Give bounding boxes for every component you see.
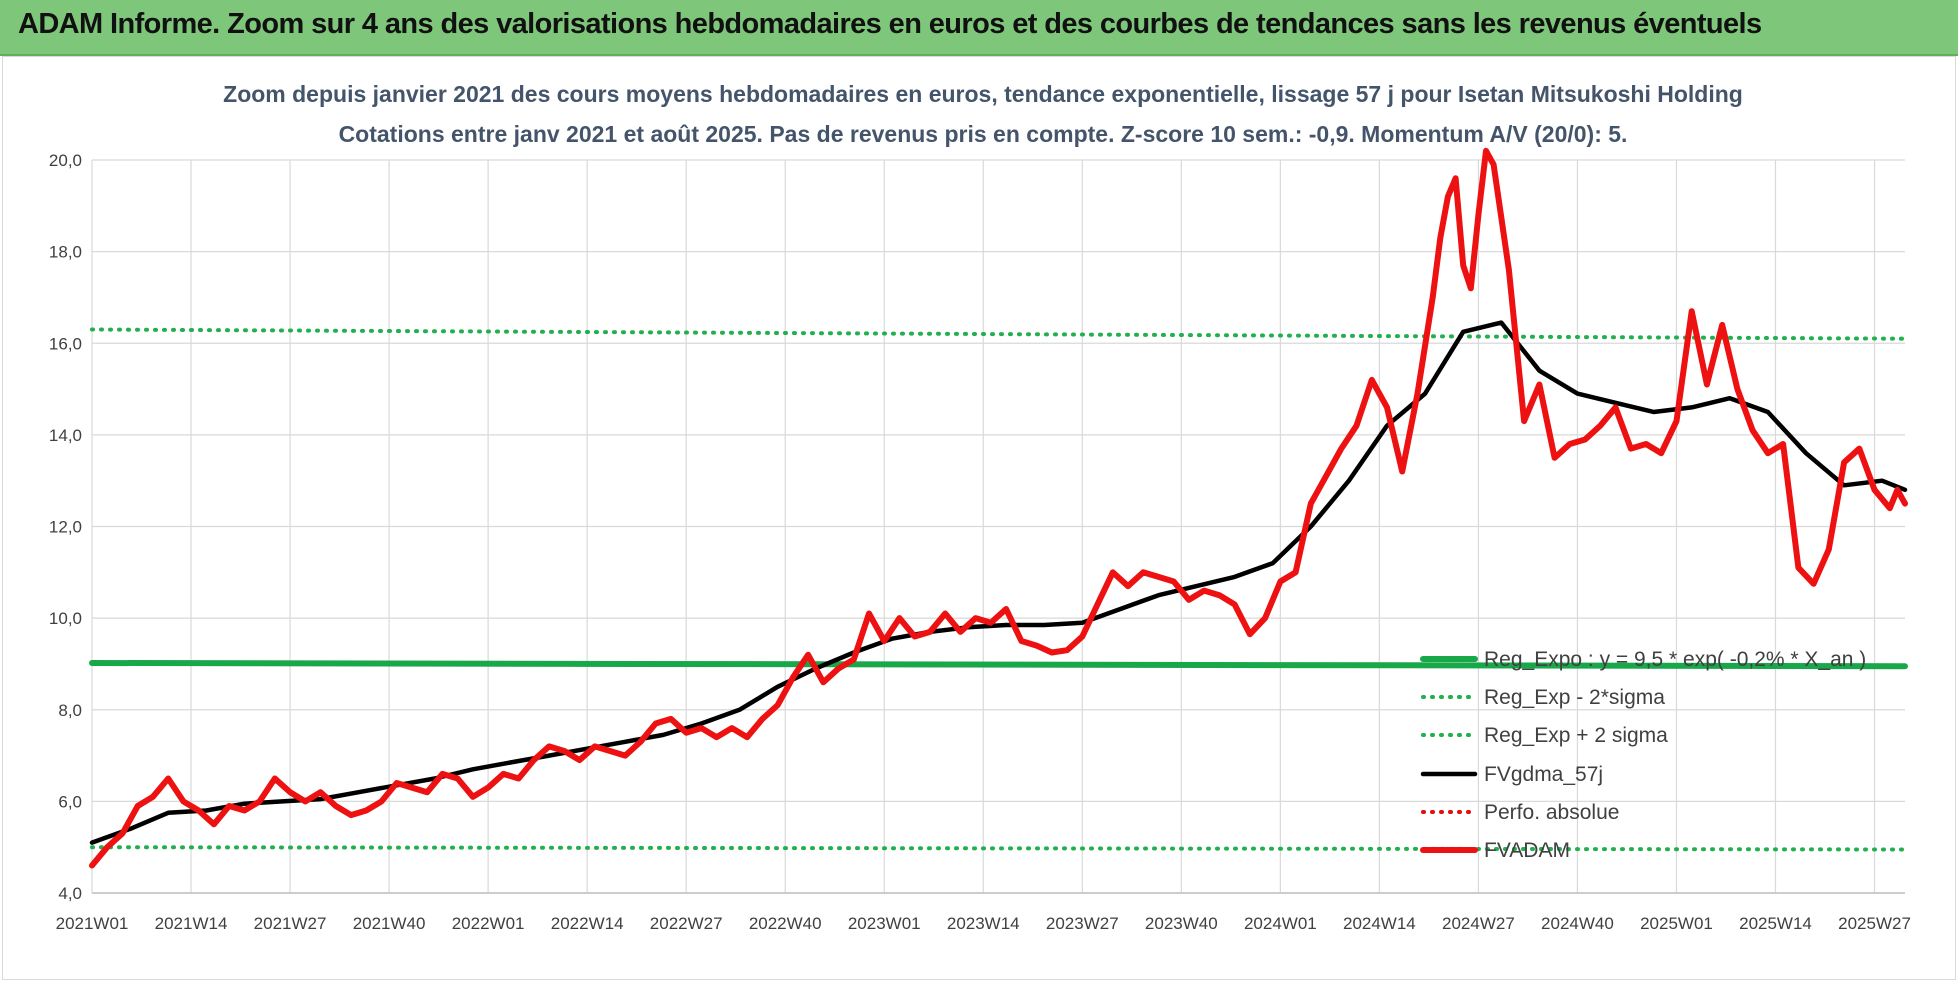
chart-subtitle: Cotations entre janv 2021 et août 2025. … (339, 121, 1628, 147)
y-tick-label: 12,0 (49, 518, 82, 537)
y-tick-label: 16,0 (49, 334, 82, 353)
series-line-2 (90, 845, 1907, 852)
x-tick-label: 2025W27 (1838, 914, 1911, 933)
series-line-1 (89, 660, 1908, 670)
y-axis-ticks: 4,0 6,0 8,0 10,0 12,0 14,0 16,0 18,0 20,0 (49, 151, 82, 903)
report-banner: ADAM Informe. Zoom sur 4 ans des valoris… (0, 0, 1958, 56)
series-line-4 (89, 320, 1908, 845)
x-tick-label: 2023W27 (1046, 914, 1119, 933)
series-line-3 (90, 327, 1907, 341)
legend-label: Reg_Exp - 2*sigma (1484, 686, 1665, 709)
y-tick-label: 20,0 (49, 151, 82, 170)
x-tick-label: 2022W27 (650, 914, 723, 933)
y-tick-label: 4,0 (58, 884, 82, 903)
chart-frame (2, 56, 1956, 980)
x-tick-label: 2023W01 (848, 914, 921, 933)
y-tick-label: 10,0 (49, 609, 82, 628)
legend-label: FVgdma_57j (1484, 763, 1603, 786)
series-line-6 (89, 147, 1908, 869)
y-tick-label: 8,0 (58, 701, 82, 720)
x-tick-label: 2021W27 (254, 914, 327, 933)
legend-label: FVADAM (1484, 839, 1570, 862)
x-axis-ticks: 2021W01 2021W14 2021W27 2021W40 2022W01 2022W… (56, 914, 1911, 933)
x-tick-label: 2024W14 (1343, 914, 1416, 933)
y-tick-label: 14,0 (49, 426, 82, 445)
x-tick-label: 2024W40 (1541, 914, 1614, 933)
x-tick-label: 2024W01 (1244, 914, 1317, 933)
gridlines (91, 159, 1905, 894)
x-tick-label: 2023W14 (947, 914, 1020, 933)
y-tick-label: 18,0 (49, 243, 82, 262)
x-tick-label: 2025W14 (1739, 914, 1812, 933)
x-tick-label: 2025W01 (1640, 914, 1713, 933)
x-tick-label: 2021W40 (353, 914, 426, 933)
x-tick-label: 2022W40 (749, 914, 822, 933)
legend-label: Perfo. absolue (1484, 801, 1619, 824)
x-tick-label: 2021W01 (56, 914, 129, 933)
y-tick-label: 6,0 (58, 792, 82, 811)
x-tick-label: 2021W14 (155, 914, 228, 933)
legend: Reg_Expo : y = 9,5 * exp( -0,2% * X_an )… (1420, 648, 1866, 862)
series-lines (89, 147, 1908, 869)
report-banner-title: ADAM Informe. Zoom sur 4 ans des valoris… (18, 8, 1762, 40)
chart-title: Zoom depuis janvier 2021 des cours moyen… (223, 81, 1743, 107)
x-tick-label: 2022W01 (452, 914, 525, 933)
x-tick-label: 2024W27 (1442, 914, 1515, 933)
x-tick-label: 2022W14 (551, 914, 624, 933)
legend-label: Reg_Exp + 2 sigma (1484, 724, 1668, 747)
legend-label: Reg_Expo : y = 9,5 * exp( -0,2% * X_an ) (1484, 648, 1866, 671)
x-tick-label: 2023W40 (1145, 914, 1218, 933)
